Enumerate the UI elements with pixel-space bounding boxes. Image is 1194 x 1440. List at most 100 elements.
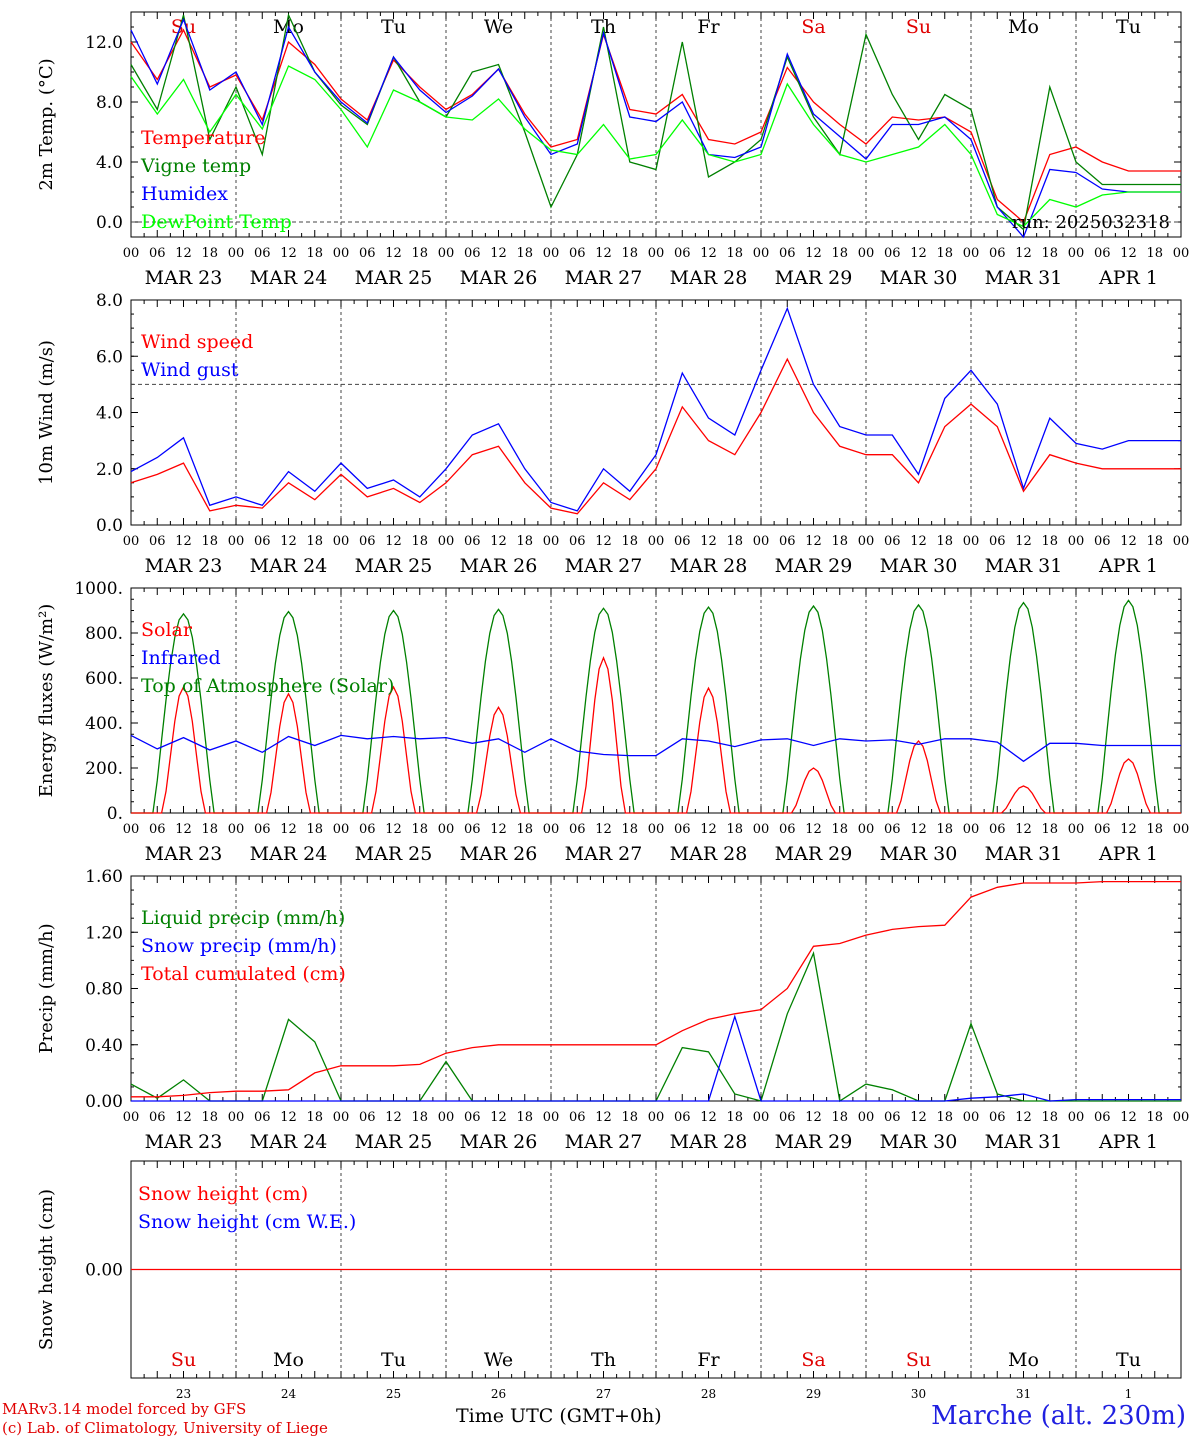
x-hour-label: 00 — [1173, 1110, 1190, 1125]
x-hour-label: 12 — [280, 534, 297, 549]
x-hour-label: 00 — [333, 534, 350, 549]
weekday-label: Tu — [1116, 1349, 1141, 1371]
x-date-label: MAR 31 — [985, 843, 1063, 865]
x-hour-label: 18 — [1146, 246, 1163, 261]
x-date-label: MAR 31 — [985, 555, 1063, 577]
x-hour-label: 18 — [831, 822, 848, 837]
panel-frame — [130, 587, 1182, 814]
x-hour-label: 12 — [700, 246, 717, 261]
x-hour-label: 12 — [595, 534, 612, 549]
x-date-label: MAR 30 — [880, 1131, 958, 1153]
x-date-label: APR 1 — [1098, 843, 1158, 865]
x-date-label: MAR 25 — [355, 555, 433, 577]
x-date-label: MAR 29 — [775, 1131, 853, 1153]
day-number-label: 29 — [806, 1387, 821, 1401]
x-hour-label: 12 — [700, 1110, 717, 1125]
day-number-label: 30 — [911, 1387, 926, 1401]
x-hour-label: 12 — [910, 246, 927, 261]
weekday-label: Sa — [801, 16, 825, 38]
day-number-label: 26 — [491, 1387, 506, 1401]
x-date-label: MAR 24 — [250, 555, 328, 577]
day-number-label: 24 — [281, 1387, 297, 1401]
x-hour-label: 06 — [149, 1110, 166, 1125]
x-hour-label: 12 — [385, 246, 402, 261]
x-hour-label: 06 — [569, 1110, 586, 1125]
x-hour-label: 06 — [254, 534, 271, 549]
x-hour-label: 00 — [1068, 1110, 1085, 1125]
legend-entry: Snow height (cm W.E.) — [138, 1211, 356, 1233]
x-hour-label: 18 — [306, 534, 323, 549]
legend-entry: Snow precip (mm/h) — [141, 935, 337, 957]
x-hour-label: 18 — [516, 1110, 533, 1125]
x-hour-label: 00 — [1068, 246, 1085, 261]
x-hour-label: 12 — [280, 246, 297, 261]
x-hour-label: 06 — [359, 822, 376, 837]
x-hour-label: 00 — [963, 534, 980, 549]
x-hour-label: 18 — [621, 822, 638, 837]
x-date-label: MAR 27 — [565, 1131, 643, 1153]
x-date-label: MAR 25 — [355, 267, 433, 289]
x-hour-label: 12 — [1120, 246, 1137, 261]
x-hour-label: 12 — [910, 1110, 927, 1125]
y-tick-label: 0.40 — [85, 1036, 123, 1056]
x-date-label: MAR 30 — [880, 843, 958, 865]
x-hour-label: 00 — [543, 822, 560, 837]
x-hour-label: 12 — [1015, 246, 1032, 261]
x-hour-label: 18 — [936, 1110, 953, 1125]
x-hour-label: 12 — [805, 1110, 822, 1125]
x-hour-label: 18 — [411, 1110, 428, 1125]
x-hour-label: 12 — [595, 822, 612, 837]
x-date-label: MAR 29 — [775, 267, 853, 289]
x-hour-label: 12 — [280, 822, 297, 837]
x-hour-label: 06 — [779, 246, 796, 261]
series-line — [130, 306, 1181, 512]
y-tick-label: 6.0 — [96, 347, 123, 367]
x-hour-label: 12 — [1015, 534, 1032, 549]
x-hour-label: 00 — [333, 246, 350, 261]
x-hour-label: 18 — [411, 534, 428, 549]
x-date-label: MAR 27 — [565, 843, 643, 865]
x-hour-label: 12 — [700, 822, 717, 837]
y-tick-label: 800. — [85, 624, 123, 644]
x-hour-label: 06 — [779, 534, 796, 549]
series-line — [130, 12, 1181, 231]
x-hour-label: 06 — [989, 822, 1006, 837]
x-hour-label: 12 — [490, 534, 507, 549]
x-hour-label: 00 — [1068, 822, 1085, 837]
y-tick-label: 0.00 — [85, 1261, 123, 1281]
x-hour-label: 00 — [438, 534, 455, 549]
x-hour-label: 12 — [385, 822, 402, 837]
y-axis-label: Energy fluxes (W/m²) — [36, 604, 57, 798]
x-hour-label: 12 — [595, 246, 612, 261]
x-hour-label: 12 — [175, 822, 192, 837]
x-date-label: MAR 24 — [250, 1131, 328, 1153]
panel-frame — [130, 11, 1182, 238]
x-hour-label: 18 — [936, 822, 953, 837]
day-number-label: 27 — [596, 1387, 611, 1401]
x-hour-label: 00 — [858, 246, 875, 261]
x-hour-label: 18 — [306, 822, 323, 837]
x-date-label: MAR 31 — [985, 1131, 1063, 1153]
x-hour-label: 00 — [438, 1110, 455, 1125]
x-hour-label: 18 — [726, 534, 743, 549]
x-hour-label: 00 — [543, 1110, 560, 1125]
x-hour-label: 12 — [385, 534, 402, 549]
x-hour-label: 18 — [201, 246, 218, 261]
x-hour-label: 12 — [385, 1110, 402, 1125]
x-hour-label: 00 — [543, 534, 560, 549]
x-hour-label: 00 — [648, 822, 665, 837]
x-date-label: MAR 30 — [880, 555, 958, 577]
x-hour-label: 12 — [175, 246, 192, 261]
run-annotation: run: 2025032318 — [1012, 212, 1170, 233]
station-name: Marche (alt. 230m) — [931, 1401, 1186, 1431]
x-hour-label: 12 — [1015, 1110, 1032, 1125]
series-line — [130, 17, 1181, 239]
day-number-label: 1 — [1125, 1387, 1133, 1401]
x-hour-label: 00 — [228, 822, 245, 837]
weekday-label: Su — [171, 16, 196, 38]
x-hour-label: 00 — [648, 1110, 665, 1125]
weekday-label: Su — [906, 16, 931, 38]
x-hour-label: 00 — [858, 534, 875, 549]
lab-credit: (c) Lab. of Climatology, University of L… — [2, 1419, 328, 1437]
